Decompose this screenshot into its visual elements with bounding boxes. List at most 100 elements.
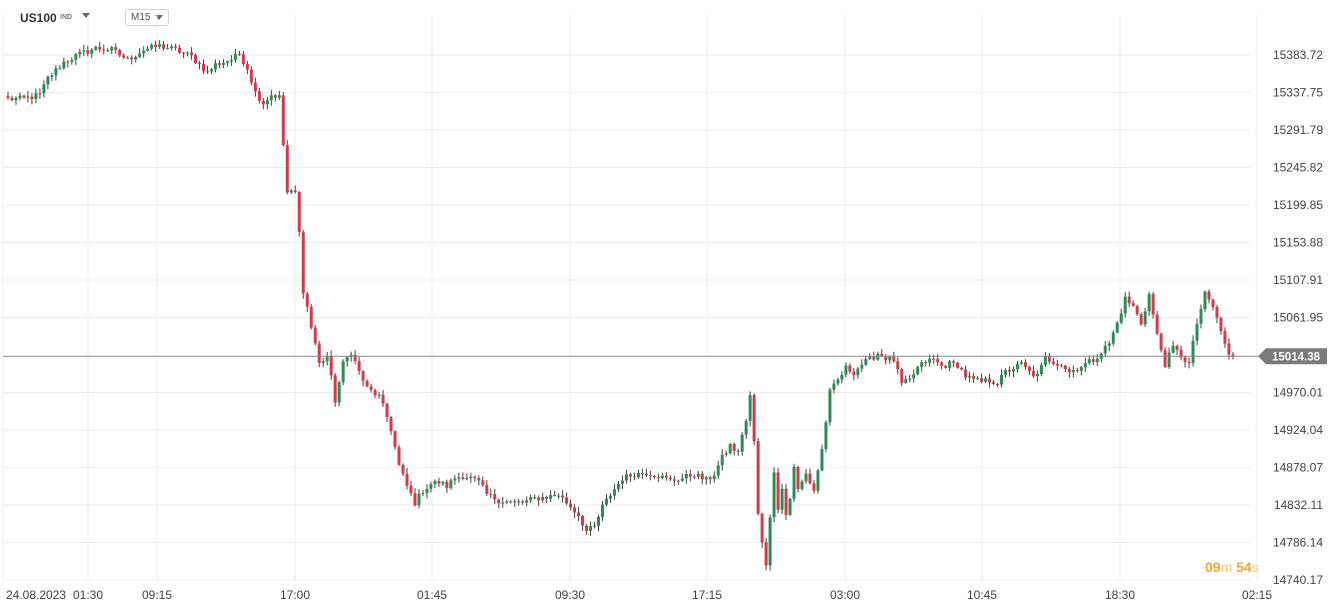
candle — [170, 44, 174, 51]
candle — [652, 474, 656, 480]
candle — [1143, 307, 1147, 328]
candle-body-up — [768, 517, 772, 566]
candle — [545, 495, 549, 503]
candle-body-down — [764, 542, 768, 566]
candle — [457, 472, 461, 483]
candle-body-up — [138, 53, 142, 58]
candle-body-down — [700, 473, 704, 480]
candle-body-down — [812, 483, 816, 491]
candle-body-up — [908, 378, 912, 380]
candle — [221, 58, 225, 69]
candle — [884, 354, 888, 365]
candle — [1111, 330, 1115, 346]
candle — [1159, 332, 1163, 353]
candle — [964, 365, 968, 381]
candle-body-down — [130, 57, 134, 60]
candle-body-down — [545, 497, 549, 499]
candle-body-up — [744, 420, 748, 435]
candle-body-up — [696, 473, 700, 477]
candle-body-down — [194, 55, 198, 64]
candle — [285, 140, 289, 195]
chevron-down-icon[interactable] — [82, 13, 90, 18]
candle-body-down — [1127, 296, 1131, 304]
chart-grid — [2, 15, 1258, 581]
candle — [429, 481, 433, 493]
candle-body-up — [912, 374, 916, 379]
candle — [1067, 366, 1071, 378]
candle-body-down — [1163, 350, 1167, 367]
candle-body-up — [1019, 362, 1023, 364]
candle-body-up — [433, 481, 437, 485]
candle — [1211, 298, 1215, 311]
candle — [329, 350, 333, 380]
candle — [1135, 304, 1139, 316]
candle — [924, 360, 928, 367]
candle — [956, 361, 960, 369]
candle — [557, 493, 561, 499]
candle — [206, 65, 209, 74]
candle-body-up — [425, 488, 429, 494]
candle — [668, 475, 672, 482]
candle-body-up — [62, 61, 66, 69]
candle — [828, 387, 832, 426]
candle — [856, 367, 860, 379]
symbol-name[interactable]: US100 — [20, 11, 57, 25]
candle-body-down — [353, 354, 357, 362]
candle-body-up — [605, 498, 608, 505]
candle-body-up — [868, 356, 872, 360]
candle — [1000, 369, 1004, 388]
candle — [800, 479, 804, 491]
candle — [1079, 365, 1083, 376]
candle — [217, 60, 221, 69]
x-tick-label: 02:15 — [1242, 588, 1272, 602]
candle — [537, 495, 541, 506]
candle-body-up — [601, 504, 605, 517]
candle-body-down — [122, 55, 126, 58]
candle-body-up — [1123, 296, 1127, 314]
candle-body-down — [569, 503, 573, 508]
candle-body-down — [241, 54, 245, 65]
candle — [616, 481, 620, 493]
candle-body-up — [421, 493, 425, 495]
candle — [369, 383, 373, 393]
candle — [389, 416, 393, 435]
candle — [194, 53, 198, 65]
candle — [992, 380, 996, 386]
candle-body-up — [134, 57, 138, 60]
candle — [736, 448, 740, 456]
candle-body-down — [477, 478, 481, 481]
candle — [644, 468, 648, 478]
candle-body-up — [792, 466, 796, 499]
candle-body-up — [209, 69, 213, 72]
candle-body-down — [206, 71, 209, 73]
candle-body-up — [1083, 363, 1087, 368]
candle-body-down — [22, 95, 26, 98]
candle-body-down — [365, 380, 369, 387]
candle-body-up — [229, 60, 233, 62]
timeframe-select[interactable]: M15 — [125, 9, 169, 26]
candle — [118, 48, 122, 58]
candle-body-down — [732, 444, 736, 451]
candle-body-up — [1087, 359, 1091, 364]
candle — [34, 88, 38, 104]
candle — [501, 496, 505, 508]
candle-body-down — [162, 44, 166, 49]
candle-body-down — [640, 472, 644, 474]
candle — [90, 47, 94, 59]
candle-body-up — [1147, 294, 1151, 312]
current-price-line: 15014.38 — [3, 348, 1327, 365]
candle — [1147, 291, 1151, 316]
candle-body-down — [852, 371, 856, 376]
candle — [1011, 366, 1015, 378]
candle — [273, 93, 277, 102]
candle-body-down — [784, 488, 788, 515]
candle — [972, 372, 976, 383]
candle-body-down — [182, 52, 186, 54]
candle-body-down — [884, 356, 888, 361]
candle-body-down — [776, 472, 780, 510]
candle — [385, 402, 389, 422]
y-tick-label: 14924.04 — [1273, 423, 1323, 437]
candle — [58, 65, 62, 70]
candle-body-up — [449, 480, 453, 489]
